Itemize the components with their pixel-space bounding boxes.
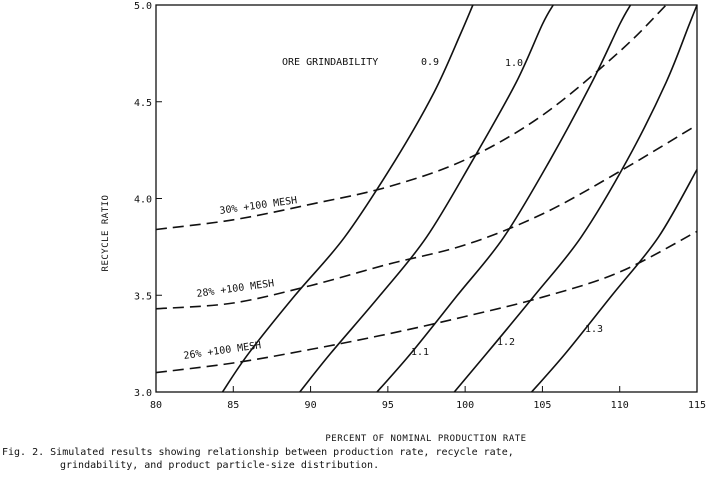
grindability-curve-1.3	[531, 169, 698, 393]
grindability-label-1.2: 1.2	[497, 337, 515, 348]
x-tick-label-95: 95	[382, 400, 394, 411]
x-tick-label-85: 85	[227, 400, 239, 411]
mesh-curve-26	[155, 230, 698, 374]
annotation-ore-grindability: ORE GRINDABILITY	[282, 57, 378, 68]
grindability-curve-1.1	[376, 4, 632, 393]
grindability-label-1.3: 1.3	[585, 324, 603, 335]
grindability-label-0.9: 0.9	[421, 57, 439, 68]
mesh-curve-28	[155, 124, 698, 310]
grindability-label-1.1: 1.1	[411, 347, 429, 358]
x-tick-label-90: 90	[305, 400, 317, 411]
caption-line-2: grindability, and product particle-size …	[60, 460, 380, 471]
mesh-label-26: 26% +100 MESH	[183, 340, 262, 362]
x-tick-label-115: 115	[688, 400, 706, 411]
y-tick-label-3.5: 3.5	[134, 291, 152, 302]
caption-line-1: Fig. 2. Simulated results showing relati…	[2, 447, 514, 458]
x-tick-label-110: 110	[611, 400, 629, 411]
y-axis-label: RECYCLE RATIO	[101, 195, 111, 272]
ticks-group: 80 85 90 95 100 105 110 115 3.0 3.5 4.0 4.5 5.0	[134, 1, 706, 411]
x-axis-label: PERCENT OF NOMINAL PRODUCTION RATE	[325, 434, 526, 444]
x-tick-label-100: 100	[456, 400, 474, 411]
curves-group	[155, 4, 698, 393]
y-tick-label-5: 5.0	[134, 1, 152, 12]
y-tick-label-4.5: 4.5	[134, 98, 152, 109]
grindability-curve-0.9	[221, 4, 474, 393]
grindability-label-1.0: 1.0	[505, 58, 523, 69]
grindability-curve-1.2	[453, 4, 698, 393]
y-tick-label-3: 3.0	[134, 388, 152, 399]
x-tick-label-105: 105	[533, 400, 551, 411]
x-tick-label-80: 80	[150, 400, 162, 411]
y-tick-label-4: 4.0	[134, 195, 152, 206]
mesh-label-30: 30% +100 MESH	[219, 195, 298, 217]
figure-caption: Fig. 2. Simulated results showing relati…	[2, 446, 514, 472]
grindability-curve-1.0	[299, 4, 554, 393]
mesh-curve-30	[155, 4, 667, 231]
